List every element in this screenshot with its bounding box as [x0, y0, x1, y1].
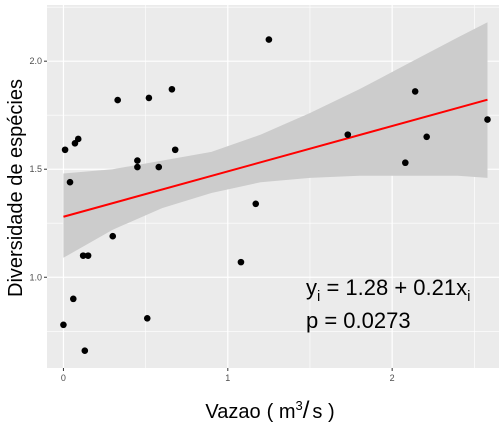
data-point: [484, 116, 491, 123]
x-axis-unit-close: s ): [312, 401, 334, 423]
data-points: [60, 36, 491, 355]
y-axis-ticks: 1.0 1.5 2.0: [29, 56, 47, 282]
data-point: [143, 315, 151, 322]
data-point: [134, 163, 141, 171]
data-point: [171, 146, 179, 154]
equation-y-subscript: i: [317, 288, 320, 305]
x-axis-label: Vazao: [205, 401, 260, 423]
data-point: [411, 88, 419, 95]
y-tick-label: 2.0: [29, 56, 42, 66]
data-point: [84, 252, 92, 259]
data-point: [423, 133, 430, 141]
x-axis-title: Vazao ( m3/s ): [205, 397, 334, 424]
data-point: [134, 157, 141, 164]
y-tick-label: 1.0: [29, 272, 42, 282]
data-point: [114, 96, 121, 104]
data-point: [61, 146, 69, 154]
y-tick-label: 1.5: [29, 164, 42, 174]
data-point: [145, 94, 153, 102]
x-axis-unit-open: ( m: [267, 401, 296, 423]
data-point: [265, 36, 273, 43]
x-tick-label: 1: [225, 373, 230, 383]
data-point: [74, 135, 82, 143]
confidence-band: [63, 22, 488, 258]
data-point: [69, 295, 77, 303]
data-point: [109, 232, 117, 240]
data-point: [168, 85, 176, 93]
equation-x-subscript: i: [467, 288, 470, 305]
p-value-annotation: p = 0.0273: [306, 308, 411, 333]
data-point: [79, 252, 87, 259]
x-axis-ticks: 0 1 2: [61, 368, 395, 383]
x-axis-unit-slash: /: [303, 397, 310, 424]
data-point: [155, 163, 163, 171]
regression-line: [63, 98, 488, 218]
equation-annotation: yi = 1.28 + 0.21xi: [306, 275, 470, 305]
data-point: [402, 159, 409, 167]
data-point: [237, 258, 245, 266]
y-axis-title: Diversidade de espécies: [5, 79, 27, 297]
equation-y: y: [306, 275, 317, 300]
x-axis-unit-power: 3: [296, 398, 303, 413]
data-point: [60, 321, 67, 329]
data-point: [66, 178, 74, 186]
x-tick-label: 0: [61, 373, 66, 383]
equation-body: = 1.28 + 0.21x: [320, 275, 467, 300]
x-tick-label: 2: [390, 373, 395, 383]
data-point: [252, 200, 260, 208]
data-point: [344, 131, 352, 138]
data-point: [81, 347, 89, 355]
